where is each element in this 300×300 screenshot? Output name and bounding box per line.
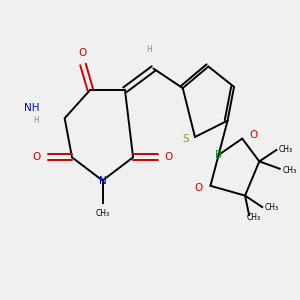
Text: CH₃: CH₃ xyxy=(278,145,292,154)
Text: H: H xyxy=(33,116,39,125)
Text: H: H xyxy=(146,45,152,54)
Text: O: O xyxy=(195,183,203,193)
Text: NH: NH xyxy=(24,103,39,113)
Text: S: S xyxy=(182,134,189,144)
Text: CH₃: CH₃ xyxy=(95,209,110,218)
Text: O: O xyxy=(165,152,173,162)
Text: O: O xyxy=(79,48,87,59)
Text: O: O xyxy=(250,130,258,140)
Text: B: B xyxy=(215,150,222,160)
Text: CH₃: CH₃ xyxy=(283,166,297,175)
Text: O: O xyxy=(32,152,40,162)
Text: CH₃: CH₃ xyxy=(247,214,261,223)
Text: N: N xyxy=(99,176,106,185)
Text: CH₃: CH₃ xyxy=(264,203,278,212)
